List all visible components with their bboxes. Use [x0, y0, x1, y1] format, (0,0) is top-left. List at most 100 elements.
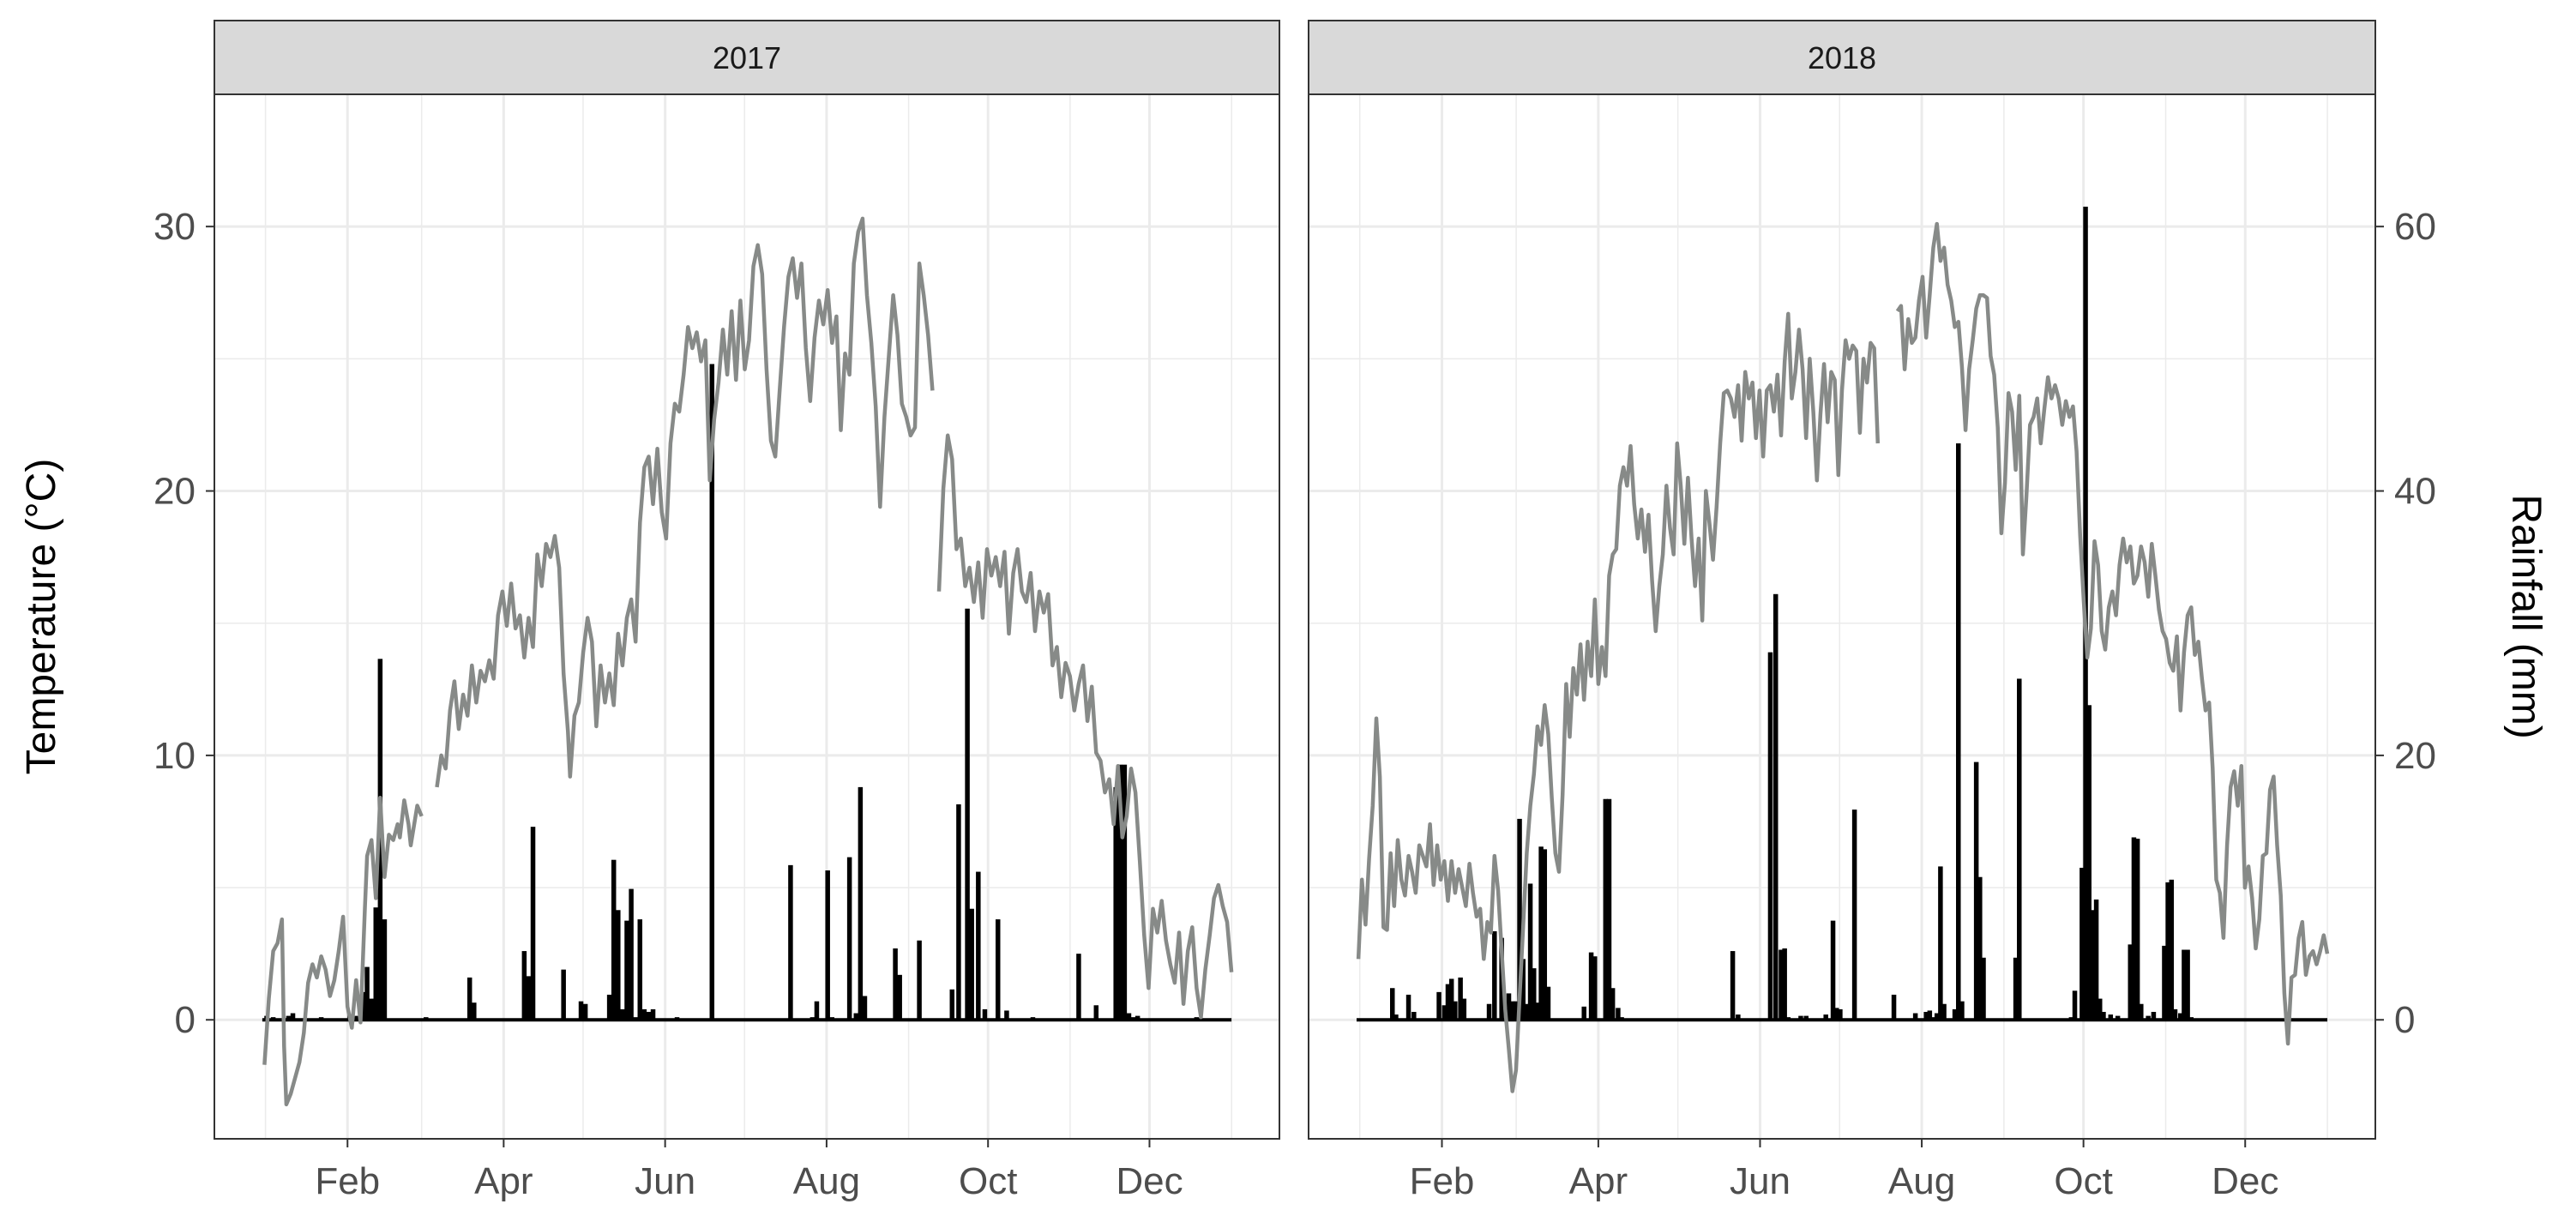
rainfall-bar: [982, 1008, 988, 1020]
rainfall-bar: [1393, 1014, 1399, 1020]
x-tick-label: Apr: [474, 1160, 533, 1202]
rainfall-bar: [2115, 1015, 2121, 1020]
rainfall-bar: [853, 1013, 859, 1020]
x-axis-2018: Feb Apr Jun Aug Oct Dec: [1410, 1139, 2278, 1202]
rainfall-bar: [1135, 1015, 1141, 1020]
rainfall-bar: [369, 998, 374, 1020]
rainfall-bar: [1616, 1008, 1621, 1020]
rainfall-bar: [2079, 867, 2085, 1020]
rainfall-bar: [1959, 1001, 1965, 1020]
left-tick-label: 10: [153, 735, 196, 777]
rainfall-bar: [1520, 959, 1526, 1020]
rainfall-bar: [611, 859, 617, 1020]
left-axis-title: Temperature (°C): [19, 459, 64, 775]
rainfall-bar: [650, 1008, 656, 1020]
rainfall-bar: [2185, 949, 2190, 1020]
rainfall-bar: [2013, 957, 2019, 1020]
rainfall-bar: [1545, 986, 1551, 1020]
rainfall-bar: [1767, 652, 1773, 1020]
rainfall-bar: [2172, 1008, 2178, 1020]
rainfall-bar: [1453, 1001, 1458, 1020]
left-axis: 0 10 20 30: [153, 206, 214, 1041]
rainfall-bar: [1934, 1013, 1940, 1020]
rainfall-bar: [1093, 1005, 1099, 1020]
rainfall-bar: [1461, 998, 1467, 1020]
temperature-line-2018: [1356, 221, 2330, 1093]
rainfall-bar: [1973, 761, 1979, 1020]
x-axis-2017: Feb Apr Jun Aug Oct Dec: [315, 1139, 1183, 1202]
x-tick-label: Aug: [793, 1160, 860, 1202]
rainfall-bar: [893, 948, 898, 1020]
grid-2018: [1309, 94, 2375, 1139]
right-axis-title: Rainfall (mm): [2503, 494, 2549, 738]
rainfall-bar: [1588, 952, 1594, 1020]
rainfall-bar: [561, 969, 566, 1020]
rainfall-bar: [1977, 876, 1983, 1020]
temperature-line-segment: [936, 433, 1234, 1020]
rainfall-bar: [1830, 920, 1836, 1020]
right-axis: 0 20 40 60: [2375, 206, 2436, 1041]
strip-2017: [214, 20, 1280, 95]
rainfall-bar: [1927, 1010, 1933, 1020]
strip-label-2017: 2017: [713, 40, 781, 75]
left-tick-label: 30: [153, 206, 196, 248]
rainfall-bar: [1912, 1013, 1918, 1020]
rainfall-bar: [1851, 810, 1857, 1020]
rainfall-bar: [290, 1013, 296, 1020]
x-tick-label: Oct: [959, 1160, 1017, 1202]
right-tick-label: 0: [2394, 999, 2415, 1041]
rainfall-bar: [2093, 899, 2099, 1020]
rainfall-bar: [1486, 1003, 1492, 1020]
rainfall-bar: [2169, 879, 2175, 1020]
rainfall-bar: [526, 976, 532, 1020]
rainfall-bar: [629, 888, 634, 1020]
rainfall-bar: [788, 864, 793, 1020]
rainfall-bar: [616, 910, 621, 1020]
rainfall-bar: [949, 989, 955, 1020]
rainfall-bar: [641, 1008, 647, 1020]
rainfall-bar: [862, 996, 868, 1020]
rainfall-bar: [1773, 593, 1779, 1020]
rainfall-bar: [1923, 1011, 1929, 1020]
strip-label-2018: 2018: [1808, 40, 1876, 75]
rainfall-bar: [1524, 1003, 1530, 1020]
rainfall-bar: [1492, 930, 1497, 1020]
rainfall-bar: [1779, 949, 1784, 1020]
rainfall-bar: [620, 1008, 625, 1020]
rainfall-bar: [1891, 994, 1897, 1020]
rainfall-bar: [382, 919, 388, 1020]
right-tick-label: 20: [2394, 735, 2436, 777]
strip-2018: [1308, 20, 2376, 95]
temperature-line-segment: [262, 795, 424, 1107]
rainfall-bar: [582, 1003, 588, 1020]
rainfall-bar: [1411, 1011, 1417, 1020]
rainfall-bar: [364, 966, 370, 1020]
rainfall-bar: [521, 951, 527, 1020]
rainfall-bar: [2182, 949, 2187, 1020]
rainfall-bar: [1076, 954, 1081, 1020]
x-tick-label: Feb: [1410, 1160, 1475, 1202]
right-tick-label: 40: [2394, 471, 2436, 513]
rainfall-bar: [1506, 993, 1512, 1020]
x-tick-label: Jun: [1730, 1160, 1791, 1202]
rainfall-bar: [2146, 1015, 2151, 1020]
rainfall-bar: [637, 919, 643, 1020]
x-tick-label: Jun: [635, 1160, 695, 1202]
rainfall-bar: [1514, 1001, 1519, 1020]
rainfall-bar: [2017, 678, 2022, 1020]
rainfall-bar: [1004, 1010, 1009, 1020]
temperature-line-segment: [1356, 311, 1881, 1093]
rainfall-bar: [1592, 956, 1598, 1020]
rainfall-bar: [2128, 944, 2134, 1020]
rainfall-bar: [1941, 1003, 1947, 1020]
rainfall-bar: [969, 908, 974, 1020]
rainfall-bar: [1117, 764, 1123, 1020]
temperature-line-2017: [262, 216, 1234, 1107]
rainfall-bar: [2090, 910, 2096, 1020]
rainfall-bar: [1517, 818, 1522, 1020]
rainfall-bar: [1390, 988, 1395, 1020]
rainfall-bar: [2131, 837, 2137, 1020]
rainfall-bar: [2165, 882, 2170, 1020]
rainfall-bar: [709, 364, 715, 1020]
